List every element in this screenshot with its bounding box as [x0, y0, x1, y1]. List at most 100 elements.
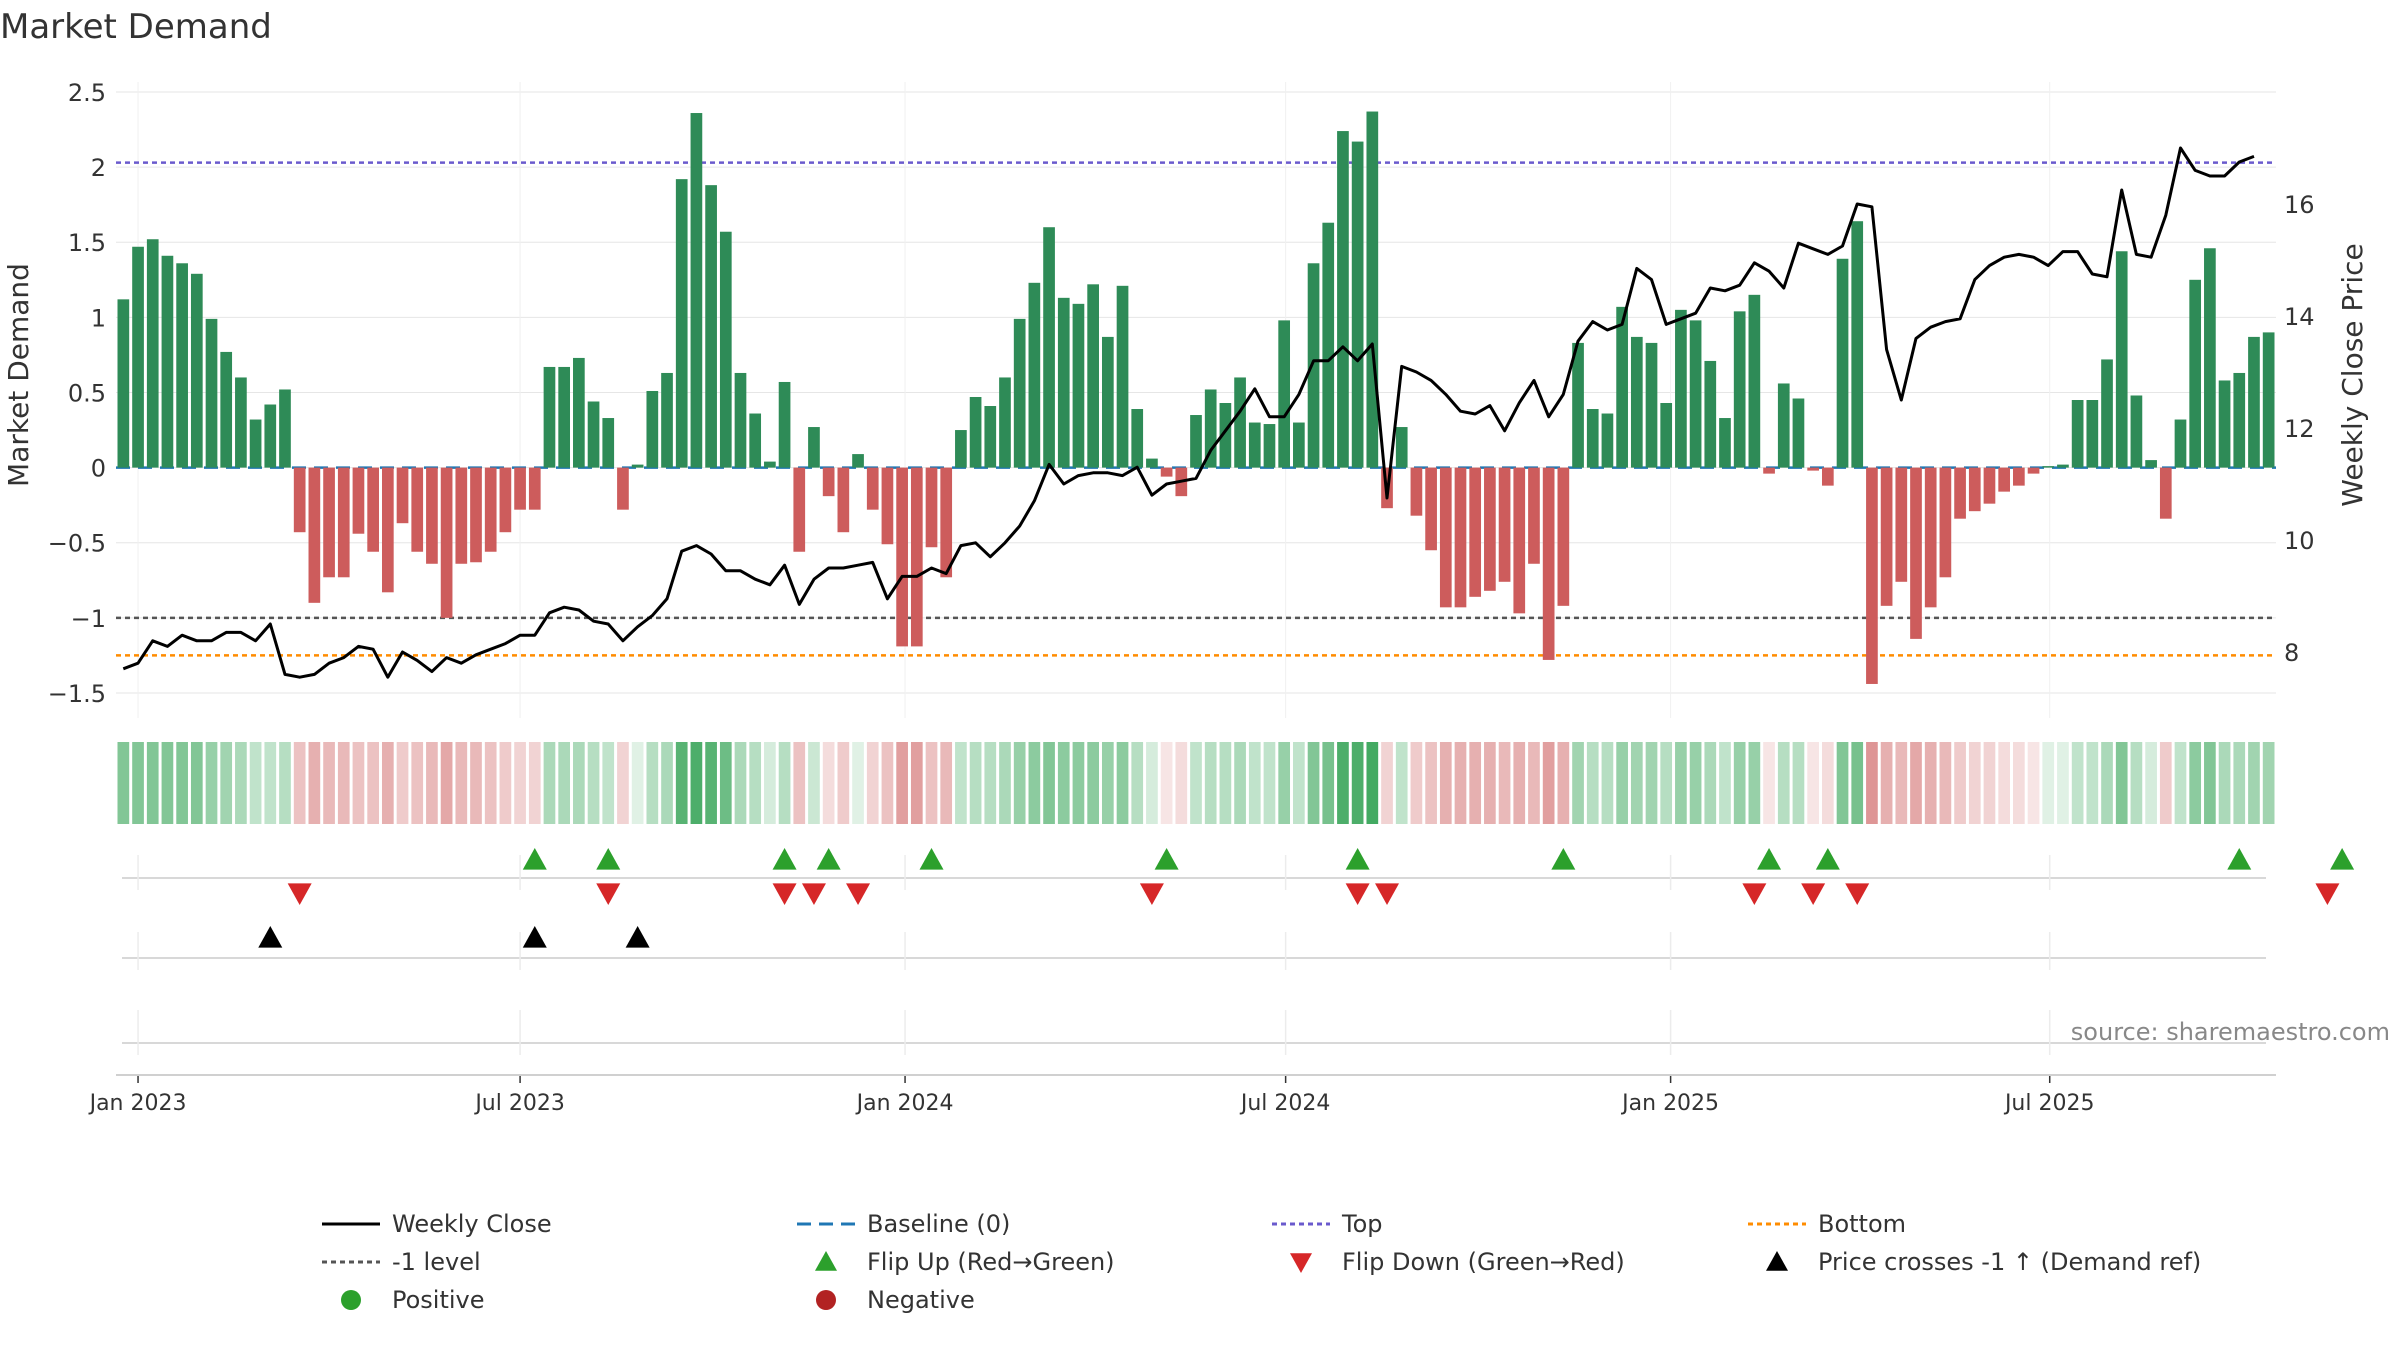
- strip-cell: [543, 742, 556, 824]
- legend-label: Weekly Close: [392, 1210, 552, 1238]
- strip-cell: [455, 742, 468, 824]
- legend: Weekly Close Baseline (0) Top Bottom -1 leve…: [322, 1210, 2201, 1314]
- strip-cell: [1366, 742, 1379, 824]
- demand-bar: [528, 467, 541, 510]
- strip-cell: [426, 742, 438, 824]
- demand-bar: [999, 377, 1011, 468]
- x-tick-label: Jan 2023: [88, 1091, 187, 1116]
- strip-cell: [1204, 742, 1217, 824]
- demand-bar: [220, 351, 233, 468]
- flip-down-marker: [801, 883, 826, 905]
- y-tick-label: 2.5: [68, 79, 106, 107]
- strip-cell: [1763, 742, 1775, 824]
- strip-cell: [220, 742, 233, 824]
- strip-cell: [146, 742, 159, 824]
- demand-bar: [1586, 409, 1599, 468]
- flip-up-marker: [2330, 848, 2355, 870]
- strip-cell: [2027, 742, 2040, 824]
- source-note: source: sharemaestro.com: [2071, 1018, 2390, 1046]
- strip-cell: [602, 742, 615, 824]
- strip-cell: [1028, 742, 1041, 824]
- demand-bar: [675, 179, 688, 468]
- strip-cell: [2262, 742, 2275, 824]
- strip-cell: [881, 742, 894, 824]
- strip-cell: [1821, 742, 1834, 824]
- strip-cell: [1307, 742, 1320, 824]
- demand-bar: [308, 467, 321, 603]
- demand-bar: [1204, 389, 1217, 468]
- grid: [116, 82, 2276, 718]
- strip-cell: [1087, 742, 1099, 824]
- demand-bar: [1087, 284, 1099, 468]
- demand-bar: [984, 406, 997, 468]
- weekly-close-line: [122, 146, 2255, 679]
- strip-cell: [1675, 742, 1687, 824]
- flip-down-marker: [1139, 883, 1164, 905]
- strip-cell: [484, 742, 497, 824]
- strip-cell: [896, 742, 908, 824]
- demand-bar: [1528, 467, 1540, 564]
- demand-bar: [852, 454, 864, 468]
- flip-up-marker: [1551, 848, 1576, 870]
- strip-cell: [132, 742, 144, 824]
- demand-bar: [837, 467, 850, 533]
- demand-bar: [1895, 467, 1908, 582]
- legend-label: Bottom: [1818, 1210, 1906, 1238]
- strip-cell: [690, 742, 703, 824]
- flip-up-marker: [1815, 848, 1840, 870]
- demand-bar: [1689, 320, 1702, 468]
- demand-bar: [764, 461, 776, 468]
- strip-cell: [573, 742, 585, 824]
- demand-bar: [969, 396, 982, 468]
- demand-bar: [2189, 279, 2202, 468]
- demand-bar: [573, 357, 585, 468]
- strip-cell: [264, 742, 277, 824]
- strip-cell: [646, 742, 659, 824]
- strip-cell: [617, 742, 629, 824]
- demand-bar: [117, 299, 130, 468]
- strip-cell: [528, 742, 541, 824]
- demand-bar: [1028, 282, 1041, 468]
- price-cross-marker: [522, 926, 547, 948]
- strip-cell: [1719, 742, 1731, 824]
- strip-cell: [293, 742, 306, 824]
- strip-cell: [352, 742, 365, 824]
- strip-cell: [808, 742, 820, 824]
- demand-bar: [499, 467, 512, 533]
- strip-cell: [1101, 742, 1114, 824]
- demand-bar: [2159, 467, 2172, 519]
- demand-bar: [1557, 467, 1570, 606]
- demand-bar: [2130, 395, 2143, 468]
- x-ticks: Jan 2023 Jul 2023 Jan 2024 Jul 2024 Jan 2025…: [88, 1074, 2276, 1116]
- demand-bar: [1733, 311, 1746, 468]
- demand-bar: [2174, 419, 2187, 468]
- demand-bar: [1542, 467, 1555, 660]
- demand-bar: [558, 366, 571, 468]
- demand-bar: [1160, 467, 1173, 477]
- strip-cell: [631, 742, 644, 824]
- demand-bar: [1645, 342, 1658, 468]
- strip-cell: [1410, 742, 1423, 824]
- strip-cell: [910, 742, 923, 824]
- strip-cell: [2159, 742, 2172, 824]
- strip-cell: [1557, 742, 1570, 824]
- demand-bar: [661, 372, 673, 468]
- y-tick-label: −0.5: [48, 530, 106, 558]
- strip-cell: [1013, 742, 1026, 824]
- demand-heat-strip: [117, 742, 2275, 824]
- flip-down-marker: [772, 883, 797, 905]
- strip-cell: [734, 742, 747, 824]
- strip-cell: [925, 742, 938, 824]
- demand-bar: [1013, 318, 1026, 468]
- demand-bar: [426, 467, 438, 564]
- demand-bar: [793, 467, 806, 552]
- demand-bar: [705, 185, 717, 468]
- demand-bar: [1146, 458, 1158, 468]
- y2-tick-label: 10: [2284, 527, 2315, 555]
- strip-cell: [1439, 742, 1452, 824]
- demand-bar: [264, 404, 277, 468]
- flip-up-marker: [522, 848, 547, 870]
- flip-down-marker: [287, 883, 312, 905]
- demand-bar: [1601, 413, 1614, 468]
- flip-up-marker: [1757, 848, 1782, 870]
